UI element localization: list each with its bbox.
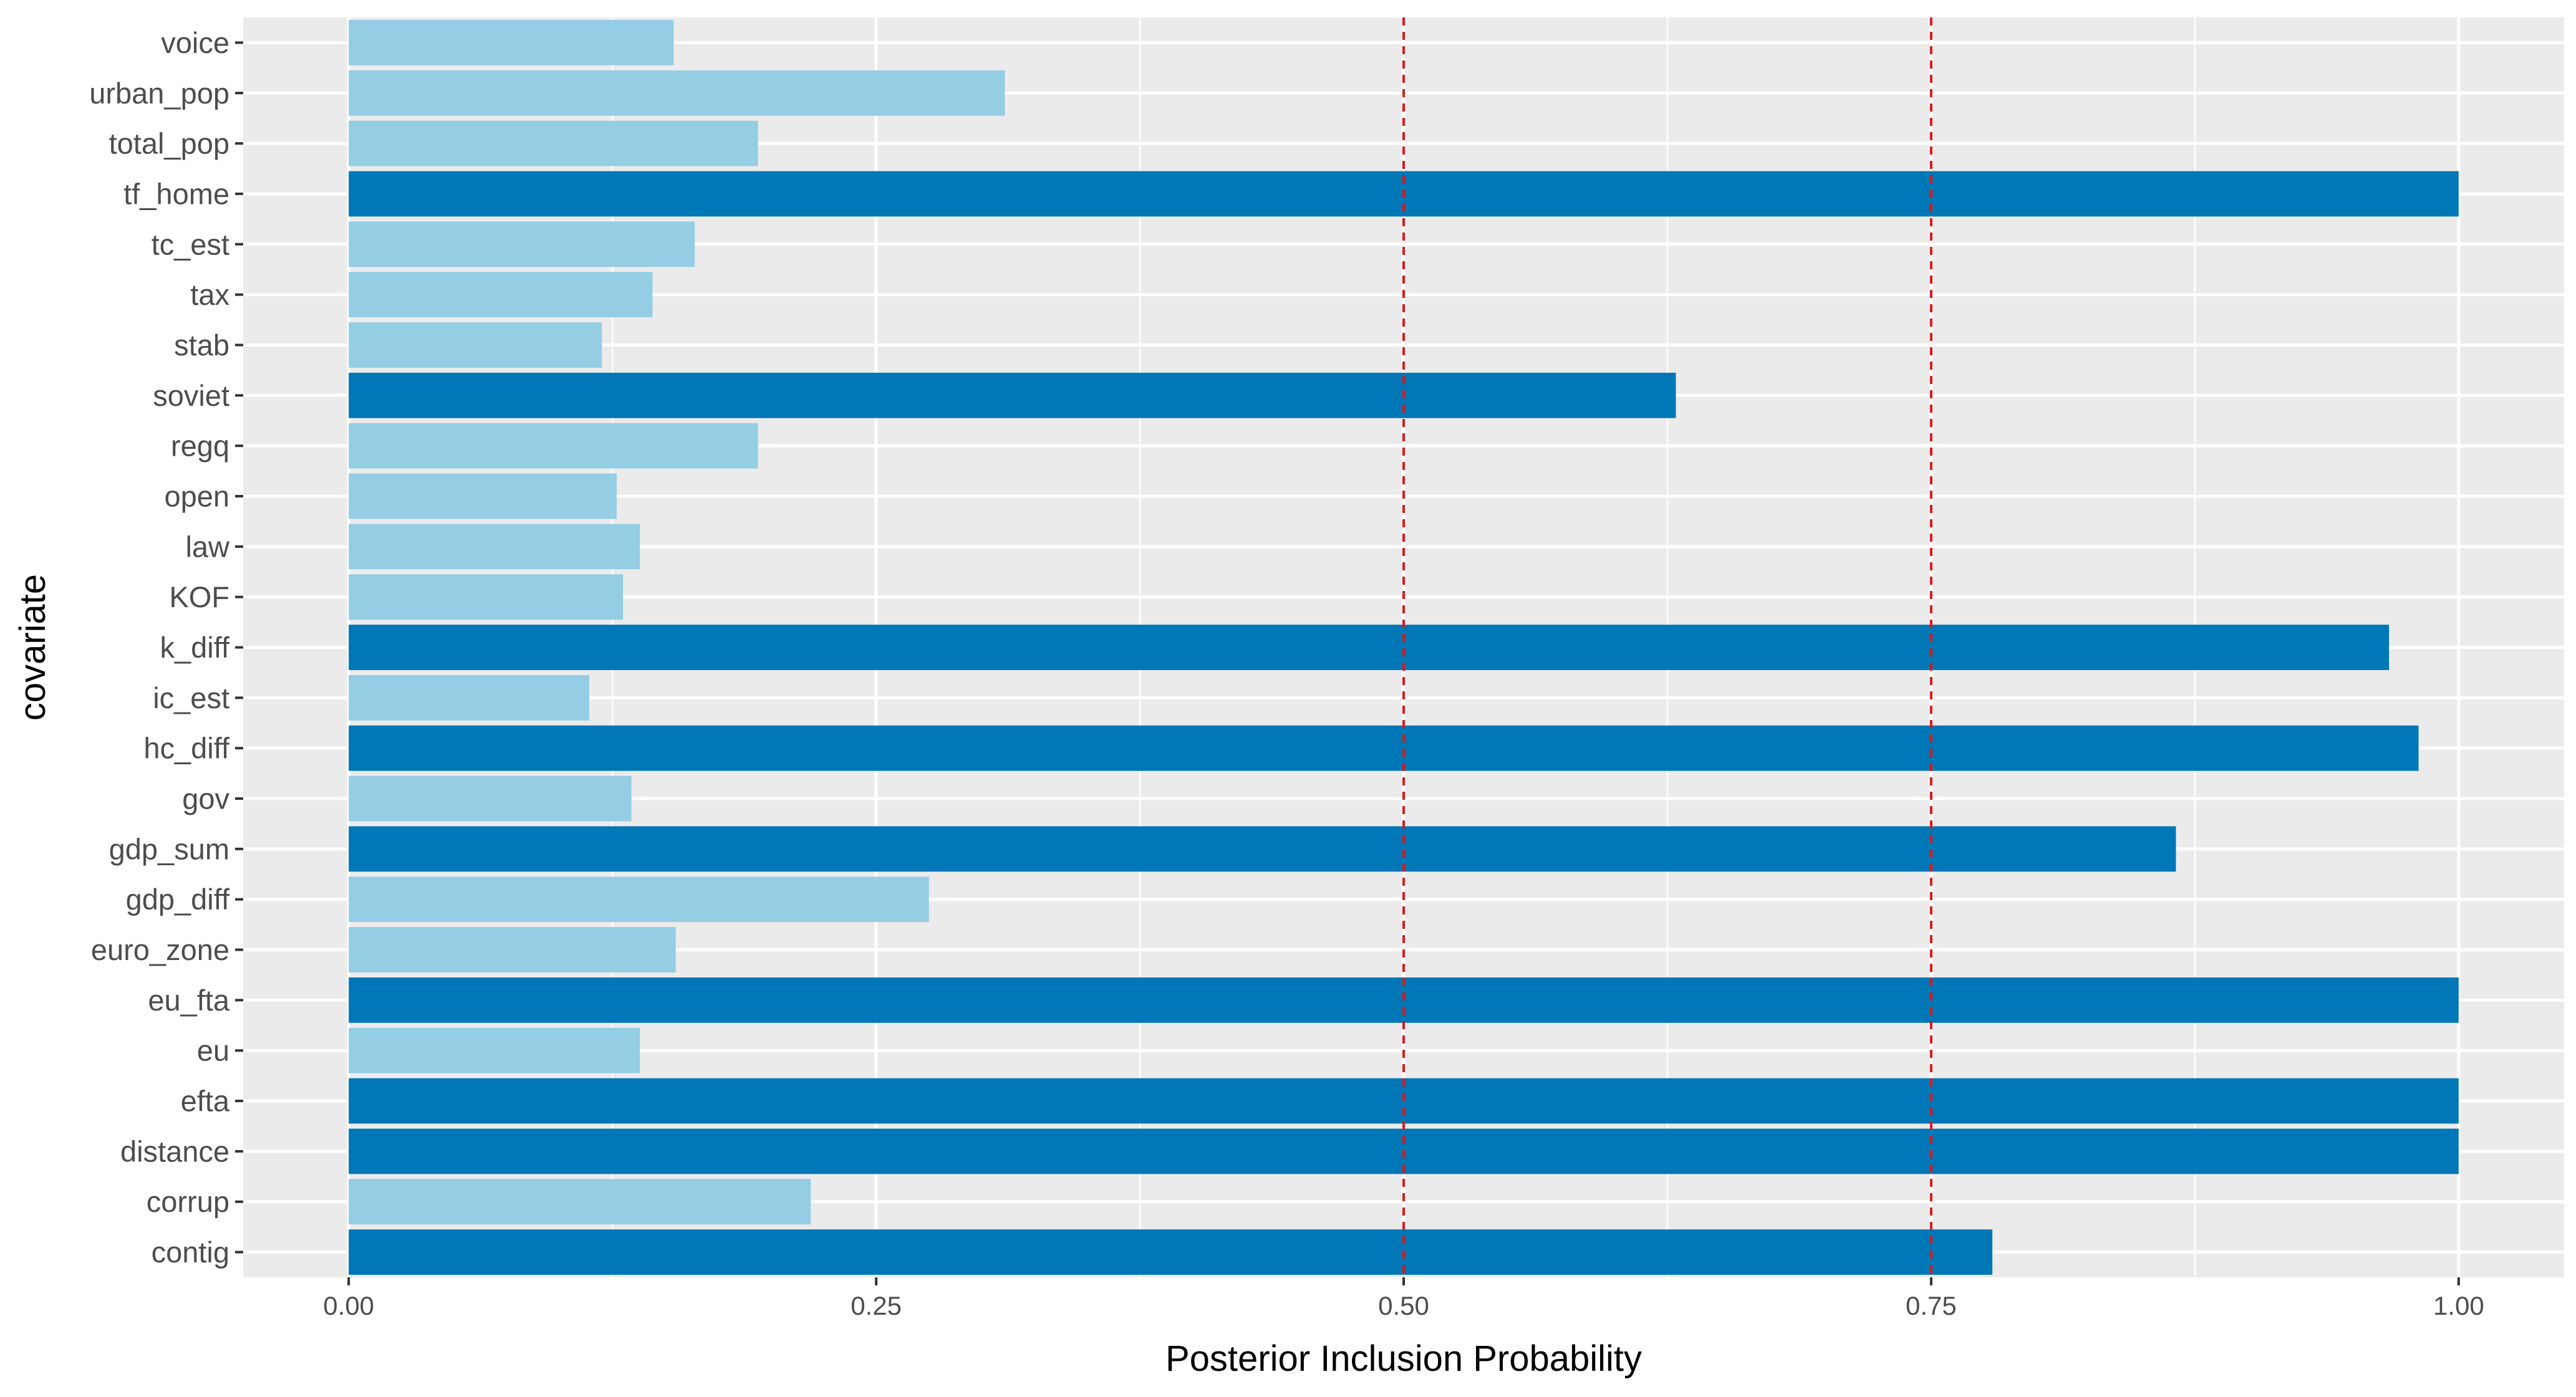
x-tick-label: 0.75 [1906,1291,1957,1320]
bar-eu [349,1027,640,1073]
y-tick-label: ic_est [153,681,229,714]
y-tick-label: urban_pop [89,77,229,110]
bar-law [349,524,640,570]
y-tick-label: euro_zone [91,933,229,966]
bar-corrup [349,1179,811,1225]
bar-stab [349,322,602,368]
bar-k_diff [349,625,2390,670]
bar-urban_pop [349,70,1005,116]
y-tick-label: open [164,479,229,512]
bar-tax [349,272,653,317]
bar-total_pop [349,120,758,166]
y-tick-label: eu [197,1034,229,1067]
y-tick-label: contig [152,1236,229,1269]
bar-contig [349,1229,1993,1275]
y-tick-label: hc_diff [143,732,230,765]
bar-gdp_sum [349,826,2176,872]
y-tick-label: eu_fta [148,984,230,1017]
bar-open [349,473,617,519]
bar-KOF [349,574,624,620]
bar-hc_diff [349,725,2419,771]
x-tick-label: 1.00 [2433,1291,2484,1320]
bar-euro_zone [349,927,676,972]
y-tick-label: corrup [147,1185,229,1218]
bar-soviet [349,372,1676,418]
x-axis-title: Posterior Inclusion Probability [1165,1338,1642,1379]
y-tick-label: stab [174,329,229,362]
y-tick-label: law [185,530,230,563]
y-tick-label: voice [161,26,229,59]
y-tick-label: regq [171,430,229,463]
y-tick-label: k_diff [160,631,230,664]
y-axis-title: covariate [12,574,53,721]
bar-gdp_diff [349,876,929,923]
bar-regq [349,423,758,469]
y-tick-label: gov [182,782,229,815]
y-tick-label: efta [181,1085,230,1118]
y-tick-label: soviet [153,379,229,412]
reference-lines [1402,17,1932,1277]
y-tick-label: KOF [169,580,229,613]
y-tick-label: tax [190,278,229,311]
x-tick-label: 0.50 [1378,1291,1429,1320]
bar-ic_est [349,674,589,721]
y-tick-label: gdp_diff [126,883,230,916]
bar-voice [349,20,674,65]
y-tick-label: distance [120,1135,229,1168]
bar-tc_est [349,221,695,267]
y-tick-label: tf_home [123,177,229,210]
y-tick-label: tc_est [152,228,229,261]
y-tick-label: gdp_sum [109,832,229,865]
x-axis: 0.00 0.25 0.50 0.75 1.00 [323,1277,2484,1320]
x-tick-label: 0.25 [851,1291,902,1320]
bar-gov [349,775,632,822]
y-tick-label: total_pop [109,127,229,160]
x-tick-label: 0.00 [323,1291,374,1320]
